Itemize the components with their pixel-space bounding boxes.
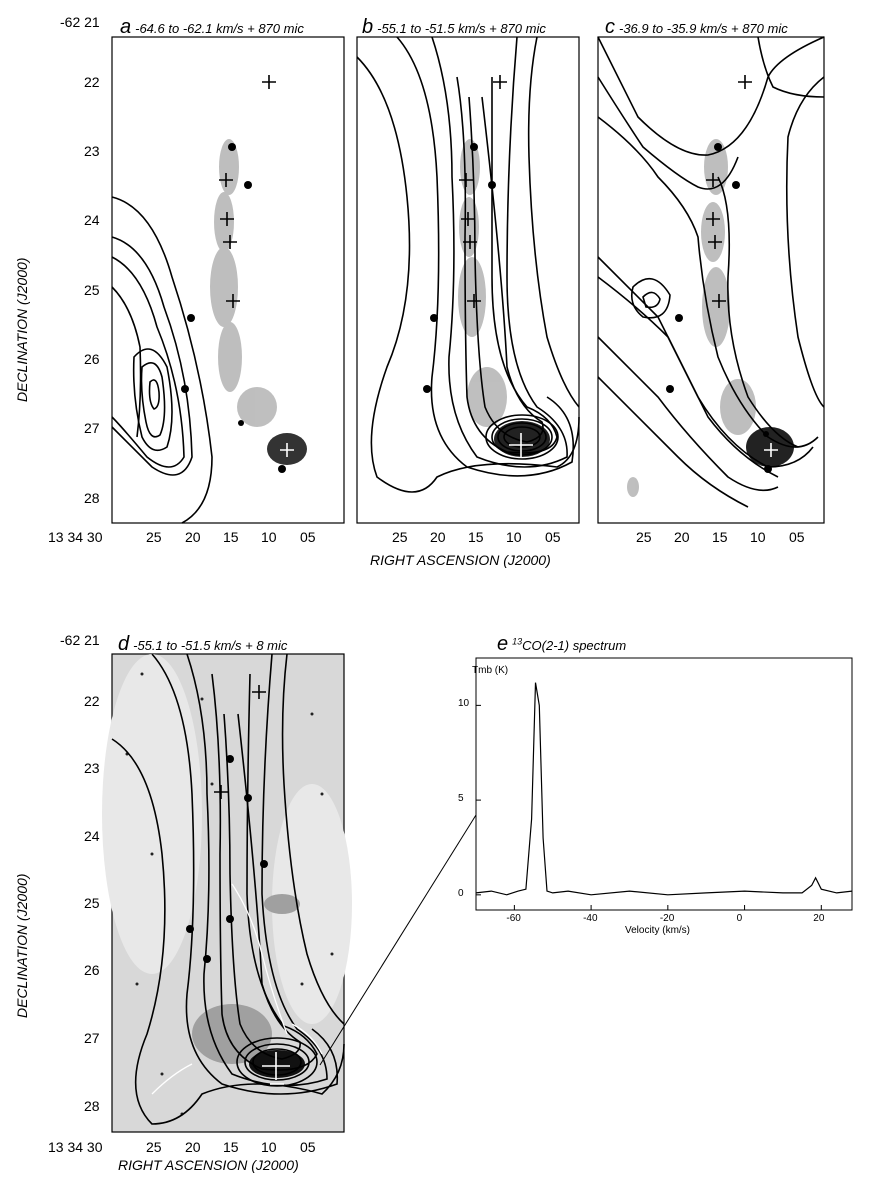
- ra-label: 25: [392, 529, 408, 545]
- panel-d-title: d -55.1 to -51.5 km/s + 8 mic: [118, 633, 288, 655]
- dec-label: 23: [84, 760, 100, 776]
- spectrum-xtick-label: 20: [813, 913, 825, 924]
- ra-label: 05: [300, 1139, 316, 1155]
- spectrum-xtick-label: 0: [736, 913, 743, 924]
- spectrum-series-line: [475, 682, 853, 896]
- top-xlabel: RIGHT ASCENSION (J2000): [370, 552, 551, 568]
- ra-label: 13 34 30: [48, 1139, 103, 1155]
- dec-label: 24: [84, 212, 100, 228]
- ra-label: 20: [674, 529, 690, 545]
- panel-e-title: e 13CO(2-1) spectrum: [497, 633, 627, 655]
- dec-label: 24: [84, 828, 100, 844]
- bottom-xlabel: RIGHT ASCENSION (J2000): [118, 1157, 299, 1173]
- ra-label: 13 34 30: [48, 529, 103, 545]
- dec-label: 28: [84, 490, 100, 506]
- dec-label: 26: [84, 962, 100, 978]
- spectrum-xtick-label: -40: [583, 913, 598, 924]
- dec-label: -62 21: [60, 632, 100, 648]
- panel-b-map: [356, 36, 580, 524]
- ra-label: 20: [430, 529, 446, 545]
- ra-label: 10: [261, 529, 277, 545]
- dec-label: 23: [84, 143, 100, 159]
- ra-label: 25: [146, 529, 162, 545]
- ra-label: 15: [223, 529, 239, 545]
- ra-label: 25: [636, 529, 652, 545]
- dec-label: -62 21: [60, 14, 100, 30]
- ra-label: 20: [185, 529, 201, 545]
- dec-label: 27: [84, 420, 100, 436]
- ra-label: 20: [185, 1139, 201, 1155]
- spectrum-chart: [475, 657, 853, 911]
- dec-label: 25: [84, 895, 100, 911]
- ra-label: 15: [712, 529, 728, 545]
- dec-label: 22: [84, 74, 100, 90]
- ra-label: 15: [223, 1139, 239, 1155]
- spectrum-ytick-label: 0: [458, 887, 464, 899]
- dec-label: 26: [84, 351, 100, 367]
- ra-label: 05: [545, 529, 561, 545]
- spectrum-frame: [475, 657, 853, 911]
- ra-label: 10: [750, 529, 766, 545]
- ra-label: 05: [789, 529, 805, 545]
- dec-label: 27: [84, 1030, 100, 1046]
- spectrum-xtick-label: -20: [659, 913, 675, 924]
- panel-c-title: c -36.9 to -35.9 km/s + 870 mic: [605, 16, 788, 38]
- ra-label: 25: [146, 1139, 162, 1155]
- panel-b-title: b -55.1 to -51.5 km/s + 870 mic: [362, 16, 546, 38]
- spectrum-ylabel: Tmb (K): [472, 665, 509, 676]
- panel-d-map: [102, 653, 352, 1133]
- ra-label: 10: [506, 529, 522, 545]
- panel-a-map: [111, 36, 345, 524]
- ra-label: 15: [468, 529, 484, 545]
- dec-label: 22: [84, 693, 100, 709]
- spectrum-xlabel: Velocity (km/s): [625, 925, 691, 936]
- spectrum-ytick-label: 10: [458, 698, 470, 710]
- ra-label: 05: [300, 529, 316, 545]
- dec-label: 28: [84, 1098, 100, 1114]
- panel-a-title: a -64.6 to -62.1 km/s + 870 mic: [120, 16, 304, 38]
- dec-label: 25: [84, 282, 100, 298]
- spectrum-xtick-label: -60: [506, 913, 521, 924]
- ra-label: 10: [261, 1139, 277, 1155]
- spectrum-ytick-label: 5: [458, 793, 464, 805]
- panel-c-map: [597, 36, 825, 524]
